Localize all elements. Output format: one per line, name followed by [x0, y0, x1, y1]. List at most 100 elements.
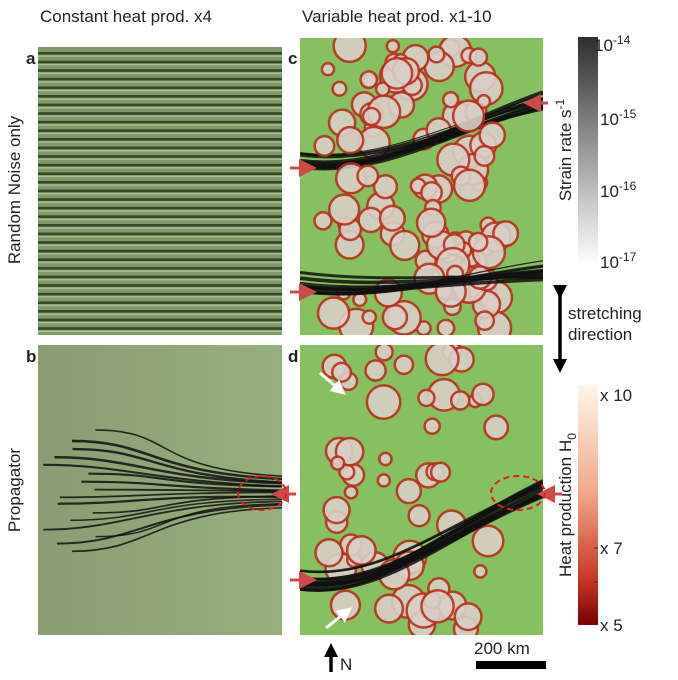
texture — [38, 227, 282, 229]
texture — [38, 327, 282, 330]
texture — [429, 461, 452, 483]
panel-label: a — [26, 49, 36, 68]
texture — [38, 60, 282, 64]
texture — [38, 258, 282, 261]
texture — [71, 506, 282, 553]
texture — [361, 309, 378, 325]
texture — [38, 150, 282, 152]
texture — [415, 207, 447, 239]
texture — [424, 345, 460, 377]
texture — [427, 45, 446, 64]
heat-label: Heat productionH0 — [556, 433, 579, 577]
texture — [38, 284, 282, 287]
texture — [38, 249, 282, 253]
texture — [38, 184, 282, 186]
texture — [345, 534, 377, 566]
heat-tick: x 10 — [600, 386, 632, 405]
texture — [38, 55, 282, 57]
panel-d-image — [300, 345, 543, 635]
texture — [38, 261, 282, 264]
texture — [320, 61, 336, 77]
texture — [364, 359, 387, 382]
texture — [473, 144, 496, 168]
texture — [70, 498, 282, 522]
texture — [38, 313, 282, 315]
texture — [43, 500, 282, 531]
texture — [343, 484, 359, 500]
texture — [38, 201, 282, 203]
texture — [88, 472, 282, 488]
texture — [335, 125, 365, 155]
texture — [38, 52, 282, 55]
texture — [356, 164, 380, 188]
texture — [374, 345, 394, 362]
texture — [467, 231, 489, 253]
texture — [331, 361, 353, 383]
texture — [38, 129, 282, 132]
texture — [436, 318, 456, 335]
heat-tick: x 7 — [600, 539, 623, 558]
texture — [453, 602, 483, 632]
panel-b-image — [38, 345, 282, 635]
texture — [313, 134, 336, 157]
texture — [38, 198, 282, 201]
texture — [38, 86, 282, 89]
texture — [381, 303, 409, 331]
texture — [38, 215, 282, 218]
panel-label: c — [288, 49, 297, 68]
texture — [38, 107, 282, 109]
strain-label: Strain rate s-1 — [553, 99, 575, 202]
texture — [38, 72, 282, 74]
texture — [331, 80, 348, 97]
texture — [393, 354, 415, 376]
texture — [300, 269, 543, 295]
texture — [38, 124, 282, 126]
texture — [329, 589, 362, 621]
texture — [472, 564, 488, 579]
texture — [38, 292, 282, 296]
texture — [38, 141, 282, 143]
texture — [38, 241, 282, 244]
texture — [72, 447, 282, 484]
texture — [38, 244, 282, 246]
texture — [43, 463, 282, 488]
texture — [38, 310, 282, 313]
texture — [92, 495, 282, 514]
texture — [38, 301, 282, 304]
texture — [300, 491, 543, 592]
row-title: Random Noise only — [5, 115, 24, 264]
texture — [38, 175, 282, 178]
texture — [417, 388, 436, 408]
texture — [378, 451, 393, 467]
texture — [483, 414, 510, 441]
texture — [471, 382, 495, 407]
texture — [38, 158, 282, 160]
texture — [38, 218, 282, 221]
texture — [38, 275, 282, 279]
texture — [38, 236, 282, 238]
texture — [380, 56, 414, 90]
texture — [376, 473, 392, 488]
texture — [38, 330, 282, 332]
texture — [38, 296, 282, 298]
strain-tick: 10-17 — [600, 250, 637, 272]
texture — [314, 538, 344, 568]
texture — [38, 120, 282, 124]
texture — [38, 64, 282, 66]
texture — [378, 204, 406, 232]
texture — [38, 181, 282, 184]
texture — [38, 267, 282, 270]
texture — [322, 495, 351, 525]
texture — [95, 429, 282, 477]
heat-colorbar-ticks — [594, 547, 598, 583]
strain-tick: 10-16 — [600, 179, 637, 201]
texture — [54, 456, 282, 485]
panel-label: d — [288, 347, 298, 366]
texture — [407, 504, 431, 528]
texture — [38, 163, 282, 167]
strain-tick: 10-15 — [600, 107, 637, 129]
panel-label: b — [26, 347, 36, 366]
texture — [374, 81, 391, 97]
texture — [38, 112, 282, 115]
texture — [38, 232, 282, 236]
